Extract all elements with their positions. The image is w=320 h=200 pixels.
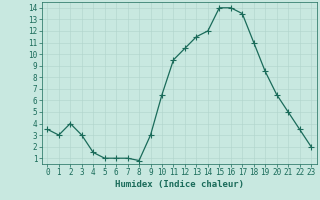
X-axis label: Humidex (Indice chaleur): Humidex (Indice chaleur) (115, 180, 244, 189)
